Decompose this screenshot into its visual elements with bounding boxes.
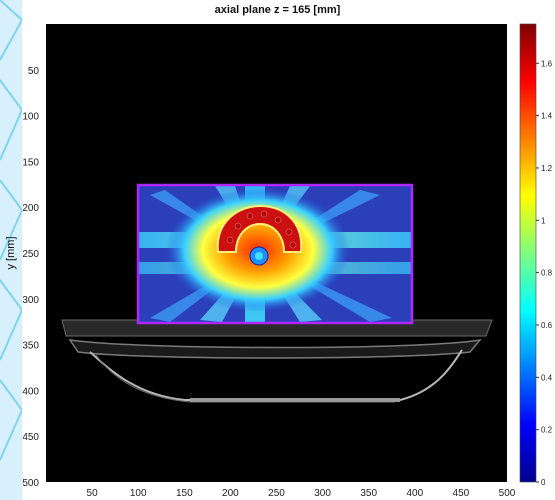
y-tick-label: 300	[22, 295, 39, 306]
y-axis-label: y [mm]	[5, 237, 17, 270]
y-tick-label: 250	[22, 249, 39, 260]
colorbar-tick-label: 1.6	[541, 59, 553, 68]
y-tick-label: 350	[22, 341, 39, 352]
x-tick-label: 150	[176, 488, 193, 499]
x-tick-label: 400	[406, 488, 423, 499]
x-tick-label: 500	[499, 488, 516, 499]
colorbar-tick-label: 0.6	[541, 321, 553, 330]
colorbar	[519, 23, 537, 483]
colorbar-tick-label: 1.2	[541, 164, 553, 173]
colorbar-tick-label: 0.8	[541, 269, 553, 278]
x-tick-label: 300	[314, 488, 331, 499]
y-tick-label: 400	[22, 386, 39, 397]
y-tick-label: 500	[22, 478, 39, 489]
y-tick-label: 50	[28, 66, 40, 77]
colorbar-tick-label: 1	[541, 216, 546, 225]
x-tick-label: 350	[360, 488, 377, 499]
x-tick-label: 100	[130, 488, 147, 499]
y-tick-label: 100	[22, 112, 39, 123]
colorbar-tick-label: 1.4	[541, 112, 553, 121]
dose-field	[136, 183, 414, 325]
chart-title: axial plane z = 165 [mm]	[214, 4, 341, 16]
colorbar-tick-label: 0.4	[541, 373, 553, 382]
x-tick-label: 250	[268, 488, 285, 499]
colorbar-tick-label: 0.2	[541, 426, 553, 435]
x-tick-label: 450	[453, 488, 470, 499]
y-tick-label: 450	[22, 432, 39, 443]
y-tick-label: 200	[22, 203, 39, 214]
y-tick-label: 150	[22, 157, 39, 168]
x-tick-label: 50	[87, 488, 99, 499]
colorbar-tick-label: 0	[541, 478, 546, 487]
x-tick-label: 200	[222, 488, 239, 499]
